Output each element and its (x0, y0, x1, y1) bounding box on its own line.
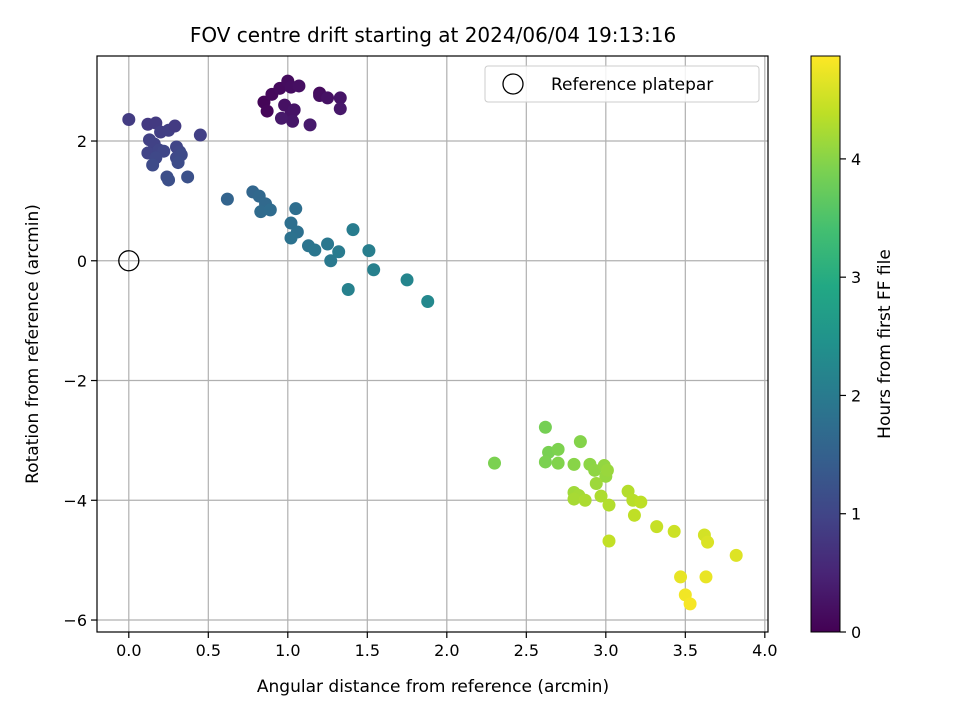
data-point (168, 119, 182, 133)
x-tick-label: 0.0 (116, 641, 141, 660)
x-tick-label: 0.5 (196, 641, 221, 660)
data-point (303, 118, 317, 132)
colorbar-tick-label: 0 (851, 623, 861, 642)
data-point (263, 203, 277, 217)
data-point (627, 508, 641, 522)
data-point (667, 524, 681, 538)
data-point (333, 91, 347, 105)
data-point (162, 173, 176, 187)
data-point (551, 456, 565, 470)
data-point (567, 457, 581, 471)
scatter-points (122, 74, 743, 611)
x-tick-label: 4.0 (752, 641, 777, 660)
y-tick-label: −4 (63, 491, 87, 510)
data-point (286, 114, 300, 128)
data-point (332, 245, 346, 259)
grid-lines (97, 56, 768, 632)
data-point (321, 91, 335, 105)
data-point (284, 216, 298, 230)
data-point (634, 495, 648, 509)
plot-area-frame (96, 55, 769, 633)
data-point (367, 263, 381, 277)
data-point (181, 170, 195, 184)
reference-point-layer (118, 250, 140, 272)
chart-title: FOV centre drift starting at 2024/06/04 … (190, 23, 676, 47)
y-tick-label: −6 (63, 611, 87, 630)
colorbar-ticks: 0 1 2 3 4 (840, 150, 861, 642)
data-point (400, 273, 414, 287)
data-point (122, 112, 136, 126)
reference-platepar-marker (118, 250, 140, 272)
x-tick-label: 3.5 (673, 641, 698, 660)
data-point (538, 420, 552, 434)
data-point (346, 223, 360, 237)
colorbar-tick-label: 1 (851, 505, 861, 524)
data-point (220, 192, 234, 206)
data-point (567, 492, 581, 506)
legend-box (484, 65, 760, 103)
y-tick-label: −2 (63, 372, 87, 391)
data-point (701, 535, 715, 549)
data-point (674, 570, 688, 584)
data-point (284, 231, 298, 245)
y-axis-ticks: −6 −4 −2 0 2 (63, 132, 97, 630)
x-tick-label: 2.0 (434, 641, 459, 660)
data-point (287, 103, 301, 117)
x-axis-label: Angular distance from reference (arcmin) (257, 677, 609, 697)
data-point (341, 283, 355, 297)
data-point (683, 597, 697, 611)
data-point (488, 456, 502, 470)
data-point (292, 79, 306, 93)
data-point (650, 520, 664, 534)
data-point (538, 455, 552, 469)
legend-reference-marker (502, 73, 524, 95)
x-tick-label: 1.0 (275, 641, 300, 660)
legend-entry-reference: Reference platepar (551, 75, 713, 95)
data-point (594, 489, 608, 503)
x-tick-label: 1.5 (355, 641, 380, 660)
data-point (602, 534, 616, 548)
colorbar (810, 55, 841, 633)
data-point (321, 237, 335, 251)
data-point (260, 104, 274, 118)
colorbar-tick-label: 3 (851, 268, 861, 287)
data-point (324, 254, 338, 268)
data-point (146, 158, 160, 172)
x-tick-label: 2.5 (514, 641, 539, 660)
data-point (551, 442, 565, 456)
data-point (308, 243, 322, 257)
data-point (274, 111, 288, 125)
data-point (421, 294, 435, 308)
data-point (193, 128, 207, 142)
y-tick-label: 0 (77, 252, 87, 271)
data-point (699, 570, 713, 584)
x-tick-label: 3.0 (593, 641, 618, 660)
data-point (171, 156, 185, 170)
data-point (729, 548, 743, 562)
y-tick-label: 2 (77, 132, 87, 151)
data-point (573, 435, 587, 449)
data-point (602, 498, 616, 512)
data-point (589, 477, 603, 491)
legend: Reference platepar (484, 65, 760, 103)
colorbar-tick-label: 2 (851, 386, 861, 405)
data-point (600, 463, 614, 477)
data-point (333, 102, 347, 116)
y-axis-label: Rotation from reference (arcmin) (23, 204, 43, 484)
data-point (578, 493, 592, 507)
x-axis-ticks: 0.0 0.5 1.0 1.5 2.0 2.5 3.0 3.5 4.0 (116, 632, 778, 660)
data-point (289, 202, 303, 216)
colorbar-label: Hours from first FF file (875, 249, 895, 439)
colorbar-tick-label: 4 (851, 150, 861, 169)
data-point (362, 244, 376, 258)
